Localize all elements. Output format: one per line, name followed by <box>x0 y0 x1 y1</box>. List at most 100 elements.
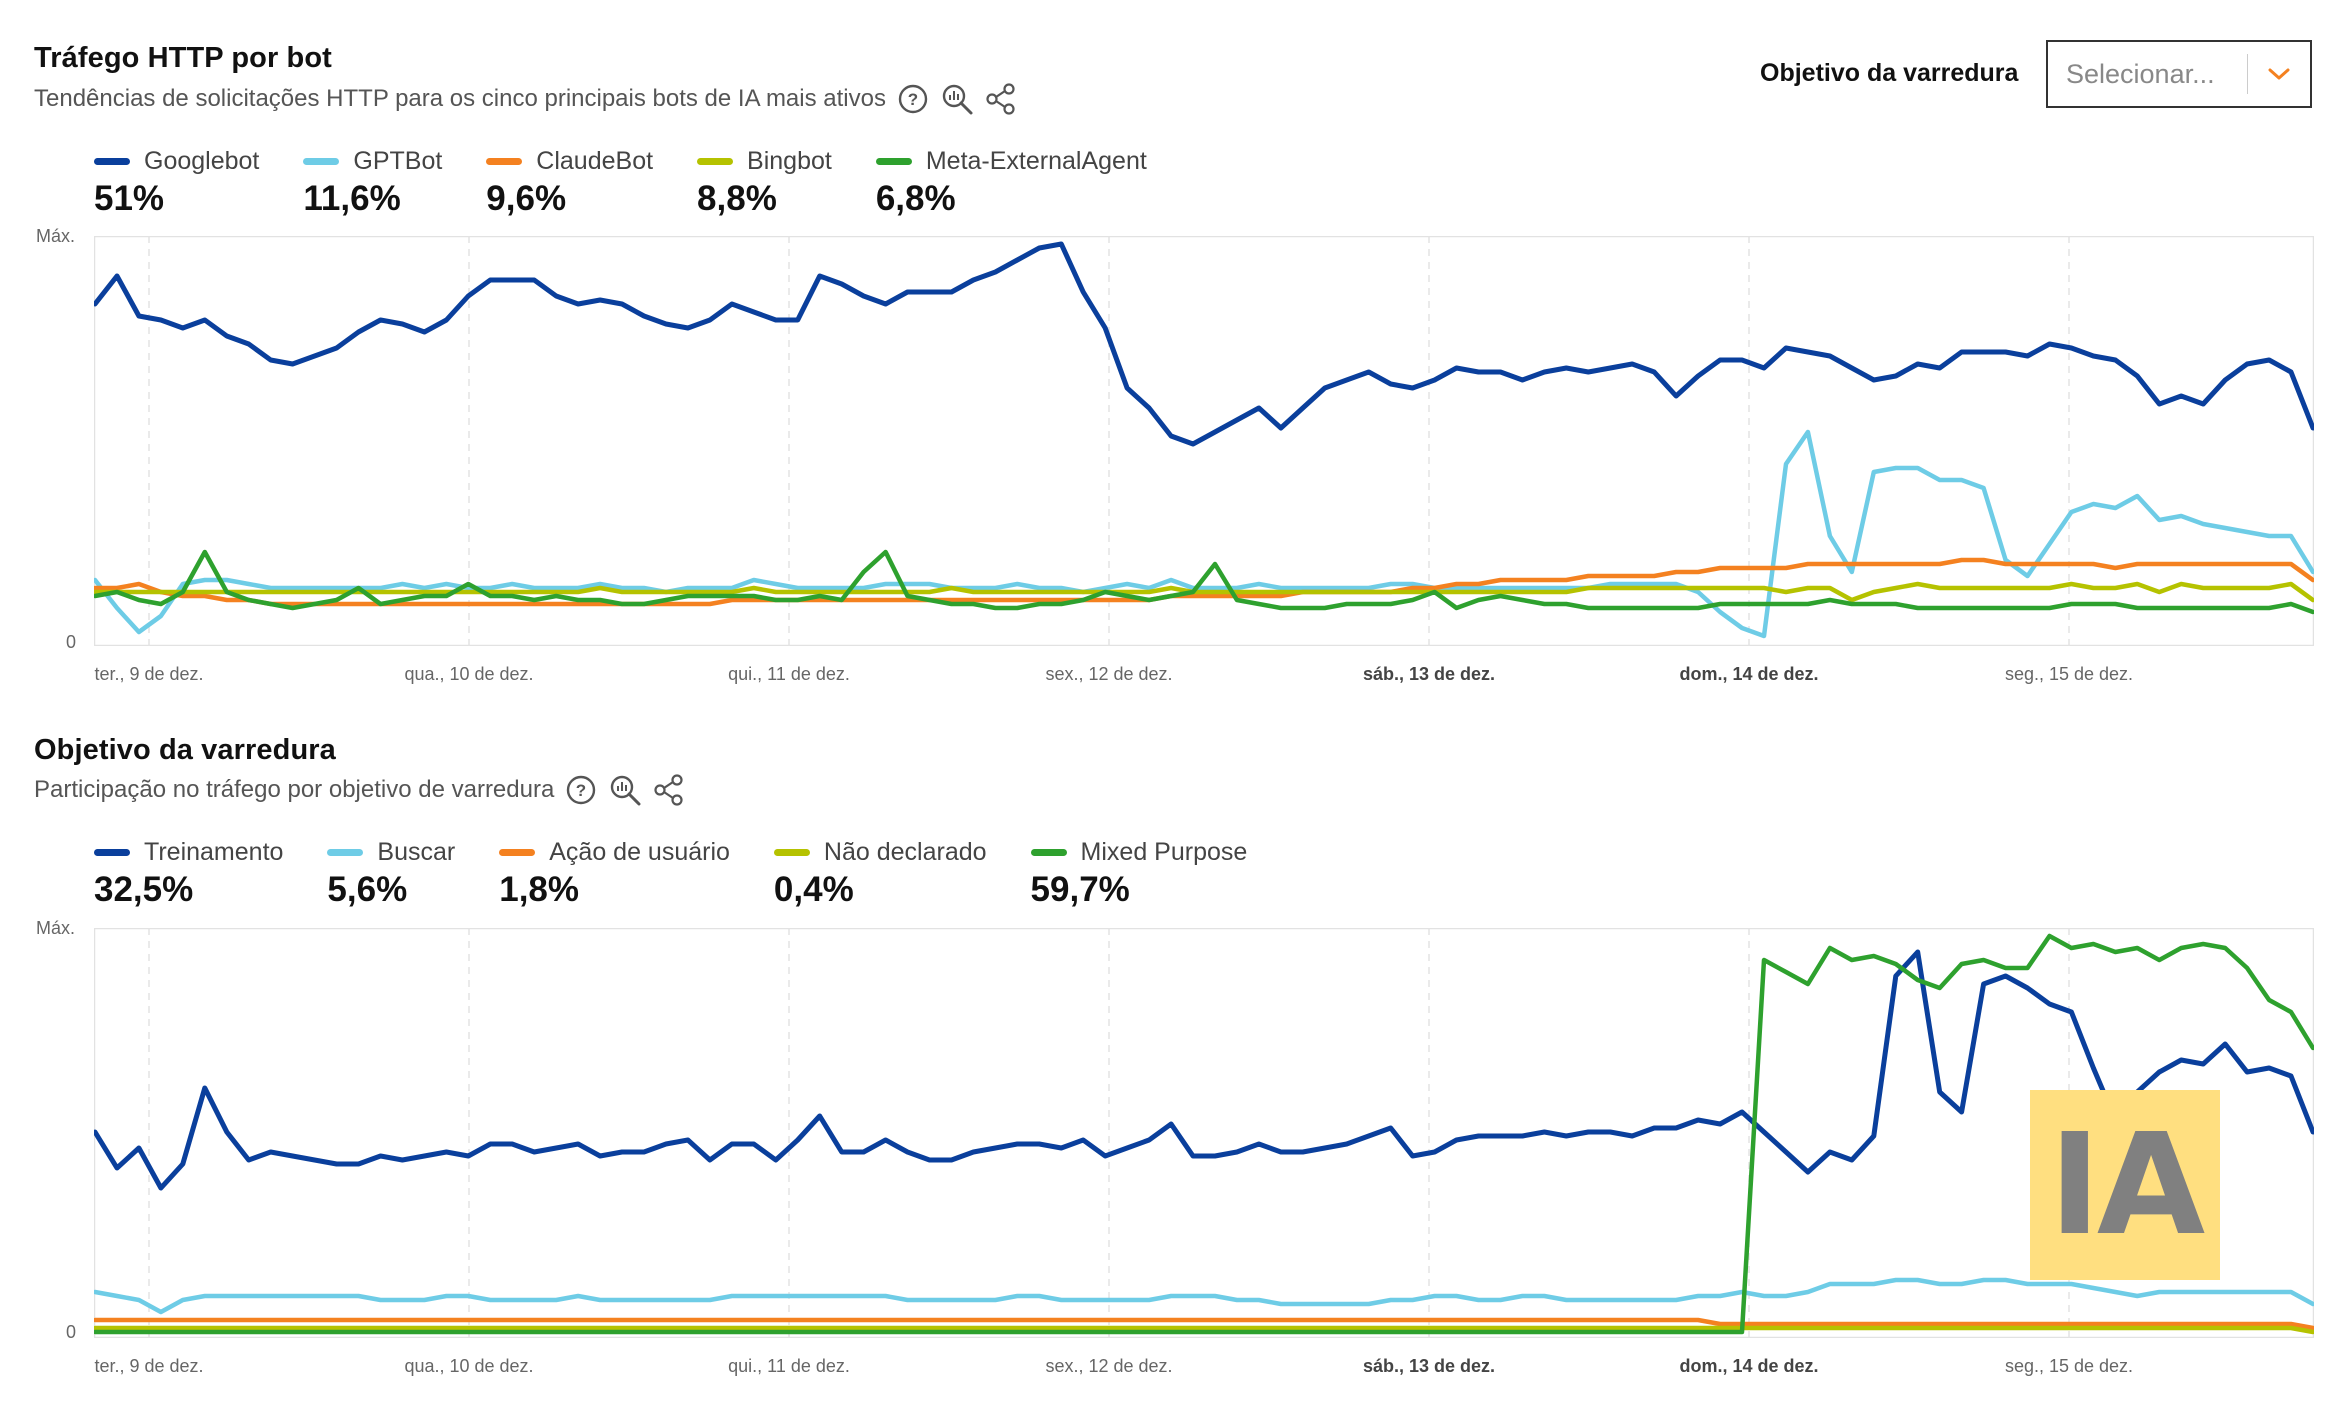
chart1-x-axis: ter., 9 de dez. qua., 10 de dez. qui., 11 … <box>94 664 2314 692</box>
series-line-meta-externalagent[interactable] <box>94 549 2314 615</box>
purpose-select[interactable]: Selecionar... <box>2046 40 2312 108</box>
legend-series-name: Ação de usuário <box>549 837 730 866</box>
x-tick-label: ter., 9 de dez. <box>94 664 204 684</box>
legend-label: Mixed Purpose <box>1030 836 1248 868</box>
legend-label: Não declarado <box>773 836 987 868</box>
series-line-claudebot[interactable] <box>94 557 2314 607</box>
legend-label: Bingbot <box>697 145 832 177</box>
filter-label: Objetivo da varredura <box>1760 59 2019 87</box>
legend-label: Meta-ExternalAgent <box>875 145 1147 177</box>
legend-swatch <box>499 848 536 856</box>
x-tick-label: qui., 11 de dez. <box>728 1356 850 1376</box>
legend-item-n-o-declarado[interactable]: Não declarado 0,4% <box>773 836 987 910</box>
svg-text:?: ? <box>908 90 918 109</box>
x-tick-label: seg., 15 de dez. <box>2004 664 2134 684</box>
x-tick-label: sáb., 13 de dez. <box>1362 1356 1496 1376</box>
legend-label: Googlebot <box>94 145 259 177</box>
legend-share-value: 32,5% <box>94 870 194 909</box>
series-line-a-o-de-usu-rio[interactable] <box>94 1317 2314 1331</box>
chart2-title: Objetivo da varredura <box>34 734 336 766</box>
x-tick-label: dom., 14 de dez. <box>1679 1356 1819 1376</box>
legend-item-bingbot[interactable]: Bingbot 8,8% <box>697 145 832 219</box>
legend-item-claudebot[interactable]: ClaudeBot 9,6% <box>486 145 653 219</box>
legend-series-name: Mixed Purpose <box>1080 837 1248 866</box>
series-line-bingbot[interactable] <box>94 581 2314 603</box>
legend-item-treinamento[interactable]: Treinamento 32,5% <box>94 836 283 910</box>
legend-share-value: 51% <box>94 179 165 218</box>
series-line-treinamento[interactable] <box>94 949 2314 1191</box>
chart1-title: Tráfego HTTP por bot <box>34 42 332 74</box>
legend-share-value: 59,7% <box>1030 870 1130 909</box>
legend-label: GPTBot <box>303 145 442 177</box>
chart2-subtitle-row: Participação no tráfego por objetivo de … <box>34 773 686 807</box>
zoom-chart-icon[interactable] <box>940 82 974 116</box>
series-line-buscar[interactable] <box>94 1277 2314 1315</box>
legend-series-name: Meta-ExternalAgent <box>925 146 1147 175</box>
legend-share-value: 0,4% <box>773 870 854 909</box>
chart2-subtitle: Participação no tráfego por objetivo de … <box>34 776 555 803</box>
chevron-down-icon[interactable] <box>2247 54 2310 94</box>
x-tick-label: qui., 11 de dez. <box>728 664 850 684</box>
legend-label: ClaudeBot <box>486 145 653 177</box>
legend-series-name: Bingbot <box>747 146 832 175</box>
chart1-legend: Googlebot 51% GPTBot 11,6% ClaudeBot 9,6% Bing… <box>94 145 1147 219</box>
purpose-select-placeholder: Selecionar... <box>2066 58 2215 89</box>
legend-swatch <box>773 848 810 856</box>
chart1-y-max-label: Máx. <box>36 226 76 246</box>
legend-item-buscar[interactable]: Buscar 5,6% <box>327 836 455 910</box>
x-tick-label: sáb., 13 de dez. <box>1362 664 1496 684</box>
legend-item-mixed-purpose[interactable]: Mixed Purpose 59,7% <box>1030 836 1248 910</box>
legend-share-value: 8,8% <box>697 179 777 218</box>
legend-series-name: Treinamento <box>144 837 284 866</box>
legend-swatch <box>94 157 130 165</box>
chart1-subtitle: Tendências de solicitações HTTP para os … <box>34 85 886 112</box>
legend-share-value: 9,6% <box>486 179 567 218</box>
chart2-plot <box>94 928 2314 1338</box>
plot-frame <box>94 236 2314 646</box>
x-tick-label: qua., 10 de dez. <box>404 1356 534 1376</box>
share-icon[interactable] <box>652 773 686 807</box>
x-tick-label: seg., 15 de dez. <box>2004 1356 2134 1376</box>
legend-swatch <box>303 157 340 165</box>
legend-series-name: Não declarado <box>823 837 987 866</box>
legend-swatch <box>875 157 912 165</box>
legend-item-meta-externalagent[interactable]: Meta-ExternalAgent 6,8% <box>875 145 1147 219</box>
x-tick-label: qua., 10 de dez. <box>404 664 534 684</box>
legend-swatch <box>1030 848 1067 856</box>
ia-watermark: IA <box>2030 1090 2220 1280</box>
legend-share-value: 11,6% <box>303 179 401 218</box>
share-icon[interactable] <box>984 82 1018 116</box>
legend-swatch <box>327 848 364 856</box>
help-icon[interactable]: ? <box>564 773 598 807</box>
x-tick-label: dom., 14 de dez. <box>1679 664 1819 684</box>
legend-share-value: 5,6% <box>327 870 408 909</box>
legend-item-gptbot[interactable]: GPTBot 11,6% <box>303 145 442 219</box>
legend-share-value: 6,8% <box>875 179 956 218</box>
x-tick-label: sex., 12 de dez. <box>1045 1356 1173 1376</box>
series-line-mixed-purpose[interactable] <box>94 933 2314 1335</box>
series-line-googlebot[interactable] <box>94 241 2314 447</box>
legend-swatch <box>486 157 523 165</box>
series-line-n-o-declarado[interactable] <box>94 1325 2314 1335</box>
zoom-chart-icon[interactable] <box>608 773 642 807</box>
legend-share-value: 1,8% <box>499 870 580 909</box>
chart2-legend: Treinamento 32,5% Buscar 5,6% Ação de usuári… <box>94 836 1247 910</box>
legend-series-name: Buscar <box>377 837 456 866</box>
legend-series-name: Googlebot <box>144 146 260 175</box>
help-icon[interactable]: ? <box>896 82 930 116</box>
chart1-y-min-label: 0 <box>66 632 77 652</box>
chart1-subtitle-row: Tendências de solicitações HTTP para os … <box>34 82 1018 116</box>
ia-watermark-text: IA <box>2048 1103 2205 1267</box>
legend-series-name: ClaudeBot <box>536 146 654 175</box>
legend-item-googlebot[interactable]: Googlebot 51% <box>94 145 259 219</box>
x-tick-label: sex., 12 de dez. <box>1045 664 1173 684</box>
svg-text:?: ? <box>576 781 586 800</box>
legend-label: Ação de usuário <box>499 836 730 868</box>
x-tick-label: ter., 9 de dez. <box>94 1356 204 1376</box>
legend-swatch <box>697 157 734 165</box>
legend-item-a-o-de-usu-rio[interactable]: Ação de usuário 1,8% <box>499 836 730 910</box>
legend-label: Treinamento <box>94 836 283 868</box>
legend-swatch <box>94 848 130 856</box>
legend-series-name: GPTBot <box>353 146 443 175</box>
chart2-x-axis: ter., 9 de dez. qua., 10 de dez. qui., 11 … <box>94 1356 2314 1384</box>
